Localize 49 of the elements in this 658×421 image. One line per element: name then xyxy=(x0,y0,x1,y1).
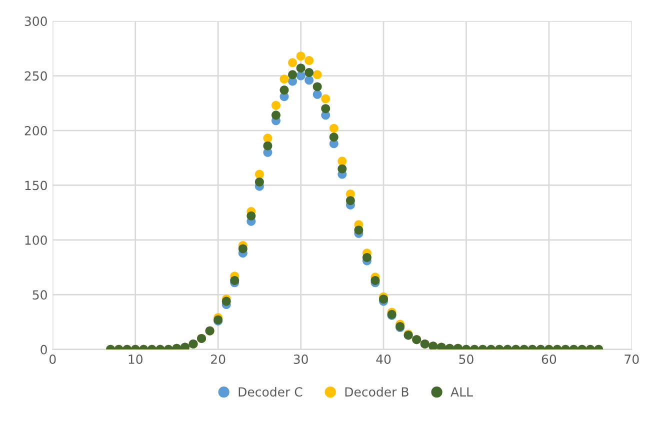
x-tick-label: 10 xyxy=(128,354,142,364)
point xyxy=(288,70,298,80)
x-tick-label: 0 xyxy=(49,354,56,364)
point xyxy=(230,276,240,285)
y-tick-label: 200 xyxy=(24,126,47,136)
point xyxy=(338,156,347,166)
point xyxy=(254,170,264,179)
point xyxy=(312,82,322,92)
legend-label: Decoder B xyxy=(345,386,408,397)
point xyxy=(321,104,330,114)
point xyxy=(329,124,338,133)
point xyxy=(354,226,364,235)
point xyxy=(338,164,347,174)
point xyxy=(271,100,280,110)
x-tick-label: 20 xyxy=(211,354,226,364)
point xyxy=(346,196,355,206)
point xyxy=(304,76,314,85)
point xyxy=(296,52,306,61)
point xyxy=(246,211,256,220)
point xyxy=(296,64,306,73)
point xyxy=(271,110,280,120)
point xyxy=(254,177,264,186)
y-tick-label: 250 xyxy=(24,71,47,81)
x-tick-label: 50 xyxy=(459,354,474,364)
y-tick-label: 100 xyxy=(25,235,47,245)
point xyxy=(280,86,289,95)
legend-label: Decoder C xyxy=(238,386,302,397)
point xyxy=(263,141,272,150)
point xyxy=(329,132,338,142)
x-tick-label: 40 xyxy=(376,354,391,364)
point xyxy=(312,90,322,99)
y-tick-label: 50 xyxy=(32,290,47,300)
legend-label: ALL xyxy=(450,387,473,396)
x-tick-label: 30 xyxy=(294,354,308,364)
point xyxy=(280,74,289,84)
point xyxy=(362,252,372,262)
point xyxy=(304,68,314,77)
point xyxy=(238,244,248,254)
x-tick-label: 60 xyxy=(542,354,556,364)
y-tick-label: 0 xyxy=(40,344,47,354)
point xyxy=(321,94,330,104)
point xyxy=(312,70,322,80)
y-tick-label: 150 xyxy=(25,180,47,190)
point xyxy=(288,58,298,68)
y-tick-label: 300 xyxy=(24,16,47,26)
point xyxy=(370,276,380,285)
point xyxy=(263,134,272,143)
x-tick-label: 70 xyxy=(624,354,639,364)
point xyxy=(304,56,314,65)
